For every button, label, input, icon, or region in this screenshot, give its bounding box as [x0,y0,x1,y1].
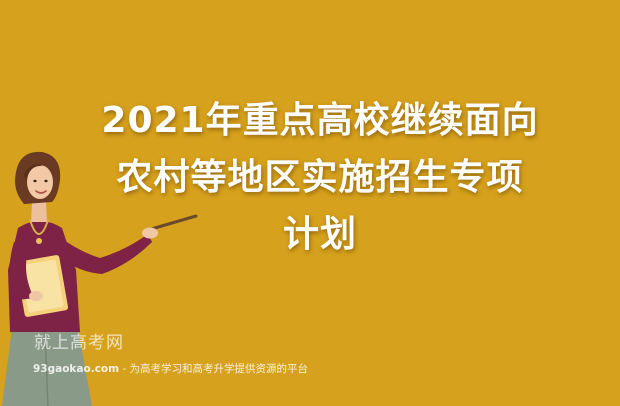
headline-line-2: 农村等地区实施招生专项 [116,157,524,198]
pointing-hand [142,227,158,239]
headline: 2021年重点高校继续面向 农村等地区实施招生专项 计划 [55,92,585,263]
teacher-illustration [2,151,198,406]
headline-line-1: 2021年重点高校继续面向 [101,100,539,141]
watermark-site: 93gaokao.com [33,363,120,375]
pointing-arm [58,234,152,274]
watermark-brand: 就上高考网 [34,333,124,353]
necklace [29,219,49,235]
headline-line-3: 计划 [282,214,357,255]
watermark-slogan: - 为高考学习和高考升学提供资源的平台 [119,363,309,375]
pointer-stick [146,214,198,232]
watermark-caption: 93gaokao.com - 为高考学习和高考升学提供资源的平台 [33,361,308,376]
